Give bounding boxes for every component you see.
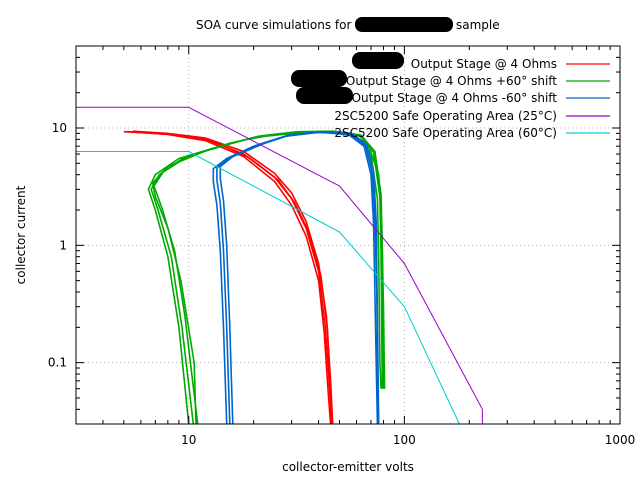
chart-title: SOA curve simulations for sample [196,17,500,32]
series-line [76,106,483,424]
series-line [76,151,460,424]
x-tick-label: 100 [393,433,416,447]
series-line [127,130,332,424]
legend-label: Output Stage @ 4 Ohms -60° shift [352,91,558,105]
grid-lines [76,46,620,424]
chart-title-text: SOA curve simulations for [196,18,351,32]
series-line [219,130,380,424]
chart-title-suffix: sample [456,18,500,32]
legend: Output Stage @ 4 Ohms Output Stage @ 4 Oh… [291,52,610,140]
x-axis-label: collector-emitter volts [282,460,414,474]
y-tick-label: 0.1 [48,356,67,370]
legend-label: Output Stage @ 4 Ohms [411,57,557,71]
series-line [212,131,379,424]
legend-redaction-blot [296,87,353,104]
series-line [216,130,379,424]
y-tick-label: 10 [52,121,67,135]
series-line [140,131,333,424]
axis-ticks: 10 100 1000 0.1 1 10 [48,45,636,447]
legend-label: 2SC5200 Safe Operating Area (25°C) [334,109,557,123]
plot-frame [75,45,621,425]
x-tick-label: 1000 [605,433,636,447]
legend-redaction-blot [352,52,404,69]
legend-redaction-blot [291,70,347,87]
legend-label: 2SC5200 Safe Operating Area (60°C) [334,126,557,140]
y-axis-label: collector current [14,185,28,284]
legend-label: Output Stage @ 4 Ohms +60° shift [346,74,557,88]
x-tick-label: 10 [181,433,196,447]
y-tick-label: 1 [59,238,67,252]
series-line [151,130,386,424]
title-redaction-blot [355,17,453,32]
series-line [147,131,382,424]
series-layer [76,106,483,424]
